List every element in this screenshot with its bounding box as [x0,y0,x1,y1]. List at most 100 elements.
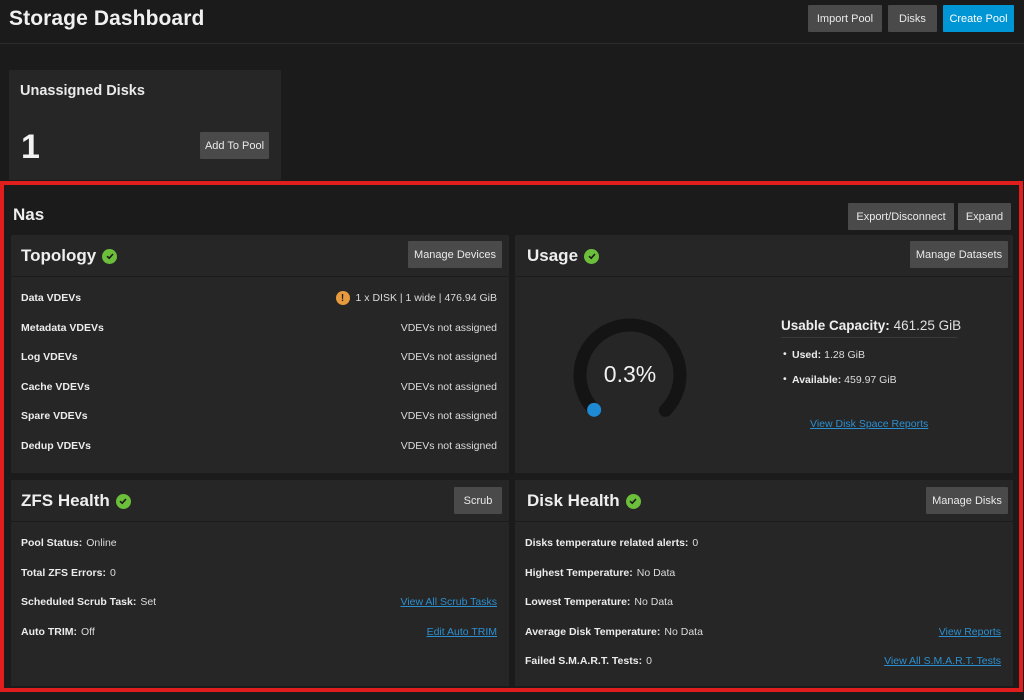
usage-percent: 0.3% [603,361,657,387]
average-temp-row: Average Disk Temperature: No Data View R… [525,625,1001,639]
manage-datasets-button[interactable]: Manage Datasets [910,241,1008,268]
row-value: VDEVs not assigned [400,322,497,334]
highest-temp-value: No Data [636,567,676,579]
zfs-health-title-text: ZFS Health [21,491,110,510]
available-item: Available: 459.97 GiB [783,373,897,386]
topology-header: Topology Manage Devices [11,235,509,277]
lowest-temp-row: Lowest Temperature: No Data [525,595,1001,609]
topology-title-text: Topology [21,246,97,265]
create-pool-button[interactable]: Create Pool [943,5,1014,32]
view-all-smart-tests-link[interactable]: View All S.M.A.R.T. Tests [884,655,1001,667]
topology-row-dedup: Dedup VDEVs VDEVs not assigned [21,439,497,453]
zfs-errors-value: 0 [109,567,116,579]
scrub-button[interactable]: Scrub [454,487,502,514]
usable-capacity-value: 461.25 GiB [893,318,962,333]
row-label: Metadata VDEVs [21,322,104,334]
zfs-health-header: ZFS Health Scrub [11,480,509,522]
topology-row-cache: Cache VDEVs VDEVs not assigned [21,380,497,394]
manage-disks-button[interactable]: Manage Disks [926,487,1008,514]
topology-row-metadata: Metadata VDEVs VDEVs not assigned [21,321,497,335]
exclamation-circle-icon: ! [335,291,350,305]
row-value: VDEVs not assigned [400,410,497,422]
expand-button[interactable]: Expand [958,203,1011,230]
view-reports-link[interactable]: View Reports [938,626,1001,638]
average-temp-label: Average Disk Temperature: [525,626,661,638]
zfs-errors-label: Total ZFS Errors: [21,567,106,579]
auto-trim-value: Off [80,626,95,638]
page-header: Storage Dashboard Import Pool Disks Crea… [0,0,1024,44]
zfs-health-panel: ZFS Health Scrub Pool Status: Online Tot… [11,480,509,686]
manage-devices-button[interactable]: Manage Devices [408,241,502,268]
smart-tests-label: Failed S.M.A.R.T. Tests: [525,655,643,667]
temp-alerts-value: 0 [692,537,699,549]
used-label: Used: [792,349,822,361]
pool-status-label: Pool Status: [21,537,83,549]
highest-temp-label: Highest Temperature: [525,567,633,579]
auto-trim-row: Auto TRIM: Off Edit Auto TRIM [21,625,497,639]
row-value: VDEVs not assigned [400,351,497,363]
scrub-task-row: Scheduled Scrub Task: Set View All Scrub… [21,595,497,609]
unassigned-disks-title: Unassigned Disks [20,83,145,99]
row-label: Spare VDEVs [21,410,88,422]
topology-row-log: Log VDEVs VDEVs not assigned [21,350,497,364]
average-temp-value: No Data [664,626,703,638]
gauge-track [573,318,687,417]
export-disconnect-button[interactable]: Export/Disconnect [848,203,954,230]
topology-row-data: Data VDEVs ! 1 x DISK | 1 wide | 476.94 G… [21,291,497,305]
scrub-task-value: Set [140,596,157,608]
capacity-divider [781,337,957,338]
row-label: Log VDEVs [21,351,78,363]
smart-tests-value: 0 [646,655,652,667]
used-value: 1.28 GiB [824,349,865,361]
topology-row-spare: Spare VDEVs VDEVs not assigned [21,409,497,423]
check-circle-icon [625,493,641,509]
highest-temp-row: Highest Temperature: No Data [525,566,1001,580]
temp-alerts-label: Disks temperature related alerts: [525,537,689,549]
page-title: Storage Dashboard [9,7,205,30]
view-all-scrub-tasks-link[interactable]: View All Scrub Tasks [400,596,498,608]
usage-title: Usage [527,246,600,266]
edit-auto-trim-link[interactable]: Edit Auto TRIM [426,626,497,638]
unassigned-disks-count: 1 [21,128,40,166]
gauge-fill [587,402,602,417]
disk-health-panel: Disk Health Manage Disks Disks temperatu… [515,480,1013,686]
row-value: VDEVs not assigned [400,381,497,393]
add-to-pool-button[interactable]: Add To Pool [200,132,269,159]
usage-gauge [573,318,687,417]
row-label: Dedup VDEVs [21,440,92,452]
pool-status-row: Pool Status: Online [21,536,497,550]
usage-header: Usage Manage Datasets [515,235,1013,277]
disks-button[interactable]: Disks [888,5,937,32]
import-pool-button[interactable]: Import Pool [808,5,882,32]
used-item: Used: 1.28 GiB [783,348,865,361]
check-circle-icon [102,248,118,264]
pool-status-value: Online [86,537,117,549]
usage-title-text: Usage [527,246,579,265]
unassigned-disks-card: Unassigned Disks 1 Add To Pool [9,70,281,180]
disk-health-title: Disk Health [527,491,641,511]
check-circle-icon [115,493,131,509]
available-value: 459.97 GiB [844,374,897,386]
topology-title: Topology [21,246,118,266]
row-label: Cache VDEVs [21,381,90,393]
smart-tests-row: Failed S.M.A.R.T. Tests: 0 View All S.M.… [525,654,1001,668]
zfs-errors-row: Total ZFS Errors: 0 [21,566,497,580]
row-value: VDEVs not assigned [400,440,497,452]
zfs-health-title: ZFS Health [21,491,131,511]
topology-panel: Topology Manage Devices Data VDEVs ! 1 x … [11,235,509,473]
usable-capacity-label: Usable Capacity: [781,318,890,333]
available-label: Available: [792,374,842,386]
lowest-temp-value: No Data [634,596,673,608]
auto-trim-label: Auto TRIM: [21,626,77,638]
view-disk-space-reports-link[interactable]: View Disk Space Reports [810,418,929,430]
usable-capacity: Usable Capacity: 461.25 GiB [781,318,961,333]
row-value: 1 x DISK | 1 wide | 476.94 GiB [355,292,497,304]
temp-alerts-row: Disks temperature related alerts: 0 [525,536,1001,550]
scrub-task-label: Scheduled Scrub Task: [21,596,137,608]
check-circle-icon [584,248,600,264]
disk-health-title-text: Disk Health [527,491,620,510]
pool-highlight-frame [0,181,1023,692]
row-label: Data VDEVs [21,292,82,304]
usage-panel: Usage Manage Datasets [515,235,1013,473]
pool-name: Nas [13,205,45,224]
